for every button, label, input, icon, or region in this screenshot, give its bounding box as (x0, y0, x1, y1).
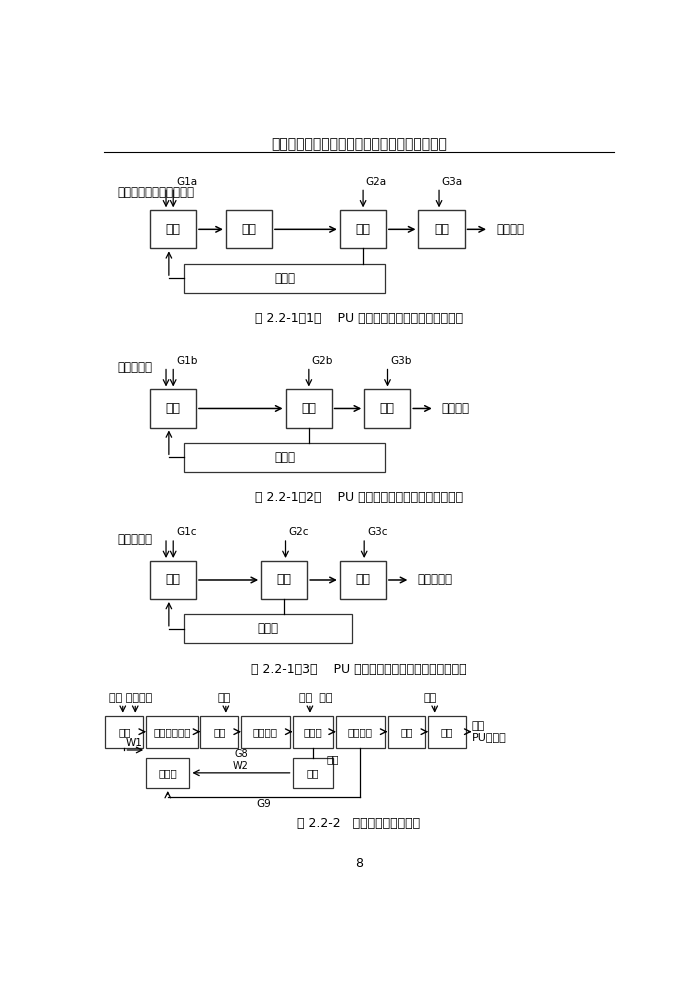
Text: 不合格: 不合格 (258, 623, 279, 636)
Bar (364, 389, 410, 428)
Bar (286, 389, 332, 428)
Text: 兑稀: 兑稀 (441, 727, 454, 737)
Text: 山东巴德士化工有限公司突发环境事件应急预案: 山东巴德士化工有限公司突发环境事件应急预案 (271, 137, 447, 150)
Text: 检验: 检验 (276, 573, 292, 586)
Text: 不合格: 不合格 (274, 271, 295, 284)
Bar (419, 210, 465, 248)
Text: 醇解: 醇解 (213, 727, 225, 737)
Text: G3a: G3a (442, 176, 463, 187)
Text: 二甲: 二甲 (326, 753, 339, 764)
Text: 图 2.2-1（2）    PU 家具漆稀料产品生产工艺流程图: 图 2.2-1（2） PU 家具漆稀料产品生产工艺流程图 (255, 491, 463, 504)
Text: 稀料产品: 稀料产品 (442, 402, 470, 415)
Text: G2a: G2a (366, 176, 387, 187)
Bar (226, 210, 272, 248)
Bar (106, 716, 144, 747)
Bar (293, 716, 333, 747)
Text: 检验: 检验 (356, 223, 370, 236)
Bar (428, 716, 466, 747)
Bar (146, 716, 197, 747)
Text: 冷凝: 冷凝 (307, 768, 319, 778)
Text: G2b: G2b (312, 355, 333, 365)
Bar (150, 389, 196, 428)
Bar (146, 757, 190, 788)
Bar (336, 716, 385, 747)
Text: 灌装: 灌装 (434, 223, 449, 236)
Bar (184, 263, 385, 293)
Text: G9: G9 (257, 799, 272, 809)
Text: G3b: G3b (390, 355, 412, 365)
Text: G8
W2: G8 W2 (233, 749, 249, 770)
Text: 不合格: 不合格 (274, 450, 295, 463)
Text: G1c: G1c (176, 528, 197, 538)
Text: 二甲: 二甲 (424, 693, 437, 703)
Text: 溶剂、助剂: 溶剂、助剂 (118, 361, 153, 374)
Text: 图 2.2-1（3）    PU 家具漆固化剂产品生产工艺流程图: 图 2.2-1（3） PU 家具漆固化剂产品生产工艺流程图 (251, 662, 467, 676)
Text: 油酸甘油: 油酸甘油 (253, 727, 278, 737)
Text: 聚酯化: 聚酯化 (304, 727, 322, 737)
Text: 油酸 季戊四醇: 油酸 季戊四醇 (109, 693, 153, 703)
Text: 酯化: 酯化 (118, 727, 131, 737)
Bar (150, 210, 196, 248)
Text: 溶剂、固化: 溶剂、固化 (118, 533, 153, 545)
Text: 分散: 分散 (165, 402, 181, 415)
Bar (241, 716, 290, 747)
Bar (184, 614, 352, 644)
Text: 焚烧炉: 焚烧炉 (158, 768, 177, 778)
Text: G2c: G2c (288, 528, 309, 538)
Bar (388, 716, 426, 747)
Text: 检验: 检验 (301, 402, 316, 415)
Text: 油酸季戊四醇: 油酸季戊四醇 (153, 727, 190, 737)
Text: 研磨: 研磨 (241, 223, 256, 236)
Bar (184, 443, 385, 472)
Text: 树脂、粉料、溶剂、助剂: 树脂、粉料、溶剂、助剂 (118, 186, 195, 199)
Text: 分散: 分散 (165, 573, 181, 586)
Text: 固化剂产品: 固化剂产品 (417, 573, 452, 586)
Text: 8: 8 (355, 857, 363, 870)
Text: 图 2.2-1（1）    PU 家具漆油漆产品生产工艺流程图: 图 2.2-1（1） PU 家具漆油漆产品生产工艺流程图 (255, 312, 463, 325)
Text: 油漆产品: 油漆产品 (496, 223, 524, 236)
Text: 检验: 检验 (400, 727, 413, 737)
Text: G1a: G1a (176, 176, 197, 187)
Text: 二甲  苯酐: 二甲 苯酐 (299, 693, 332, 703)
Text: 分散: 分散 (165, 223, 181, 236)
Bar (200, 716, 238, 747)
Text: 备产
PU家具漆: 备产 PU家具漆 (472, 721, 506, 742)
Text: 灌装: 灌装 (356, 573, 370, 586)
Bar (340, 561, 386, 599)
Text: 醇酸树脂: 醇酸树脂 (348, 727, 373, 737)
Text: G3c: G3c (367, 528, 387, 538)
Bar (293, 757, 333, 788)
Text: 图 2.2-2   树脂合成工艺流程图: 图 2.2-2 树脂合成工艺流程图 (298, 818, 420, 831)
Bar (340, 210, 386, 248)
Text: 甘油: 甘油 (218, 693, 231, 703)
Bar (261, 561, 307, 599)
Text: G1b: G1b (176, 355, 197, 365)
Text: 灌装: 灌装 (379, 402, 395, 415)
Bar (150, 561, 196, 599)
Text: W1: W1 (126, 738, 143, 747)
